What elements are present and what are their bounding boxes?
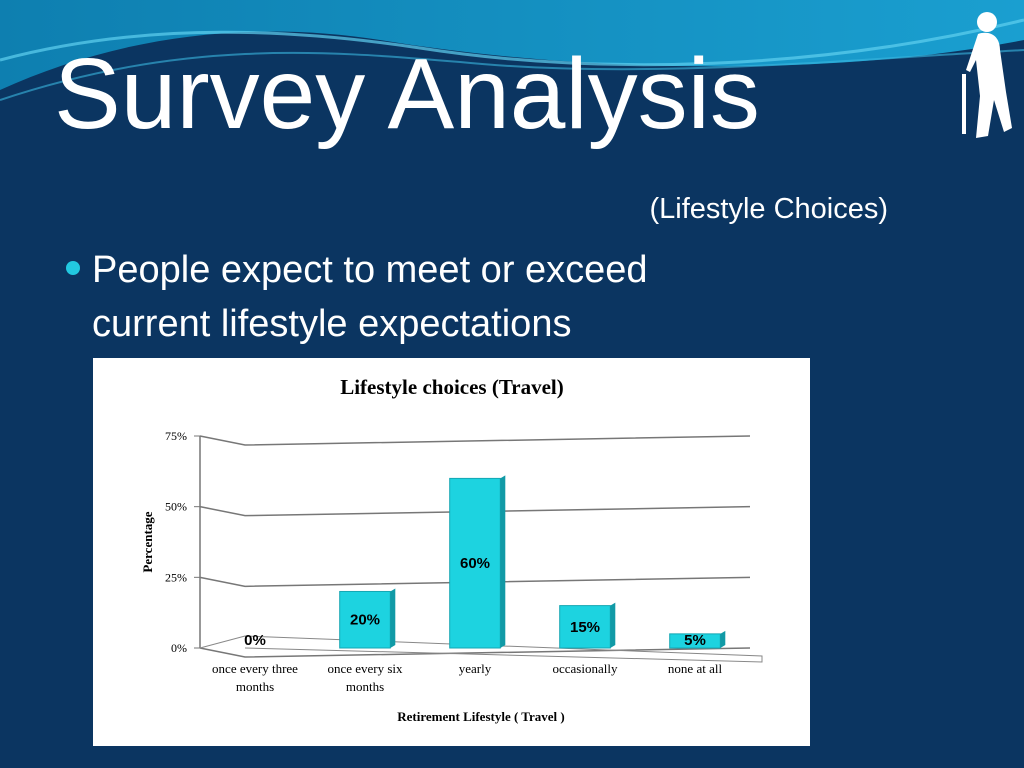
grid-line xyxy=(199,505,751,517)
slide-title: Survey Analysis xyxy=(54,38,760,150)
y-tick-label: 25% xyxy=(165,570,187,584)
data-label: 0% xyxy=(244,632,266,649)
x-tick-label: occasionally xyxy=(552,661,618,676)
wave-line xyxy=(0,18,1024,67)
x-tick-label: once every three months xyxy=(212,661,298,694)
x-tick-label: none at all xyxy=(667,661,723,676)
x-axis-title: Retirement Lifestyle ( Travel ) xyxy=(397,709,565,724)
grid-line xyxy=(199,576,751,588)
data-label: 20% xyxy=(350,612,380,629)
bar xyxy=(559,605,611,649)
slide-subtitle: (Lifestyle Choices) xyxy=(649,193,888,225)
header-wave xyxy=(0,0,1024,90)
chart-title: Lifestyle choices (Travel) xyxy=(340,375,564,399)
data-label: 60% xyxy=(460,555,490,572)
floor xyxy=(199,635,763,663)
bar-side xyxy=(720,630,726,648)
bullet-text: People expect to meet or exceed xyxy=(92,249,648,291)
x-tick-label: once every six months xyxy=(327,661,403,694)
data-label: 15% xyxy=(570,619,600,636)
y-tick-label: 50% xyxy=(165,500,187,514)
bar-side xyxy=(500,475,506,648)
bar-side xyxy=(390,588,396,648)
elderly-figure-icon xyxy=(962,12,1012,138)
wave-line xyxy=(0,49,1024,101)
grid-line xyxy=(199,647,751,658)
x-tick-label: yearly xyxy=(458,661,492,676)
bullet-dot xyxy=(66,261,80,275)
bullet-text: current lifestyle expectations xyxy=(92,303,571,345)
bar-side xyxy=(610,602,616,648)
y-axis-title: Percentage xyxy=(140,511,155,572)
y-tick-label: 75% xyxy=(165,429,187,443)
data-label: 5% xyxy=(684,632,706,649)
bar xyxy=(449,477,501,649)
y-tick-label: 0% xyxy=(171,641,187,655)
grid-line xyxy=(199,435,751,446)
